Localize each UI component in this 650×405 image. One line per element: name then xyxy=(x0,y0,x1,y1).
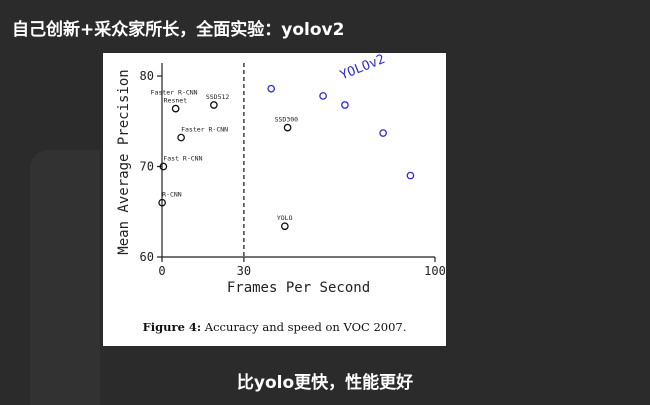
y-tick-label: 80 xyxy=(140,69,154,83)
yolov2-point xyxy=(319,92,327,100)
x-tick-label: 0 xyxy=(158,264,165,278)
yolov2-point xyxy=(379,129,387,137)
point-label: Faster R-CNN xyxy=(151,89,198,97)
caption-label: Figure 4: xyxy=(142,320,202,334)
y-tick-label: 60 xyxy=(140,250,154,264)
point-label: SSD300 xyxy=(275,116,299,124)
point-label: Faster R-CNN xyxy=(181,126,228,134)
data-point xyxy=(283,123,292,132)
x-tick-label: 100 xyxy=(424,264,446,278)
data-point xyxy=(171,104,180,113)
yolov2-point xyxy=(267,84,276,93)
data-point xyxy=(210,101,218,109)
figure-slide: 60 70 80 0 30 100 Frames Per Second Mean Averag… xyxy=(103,52,446,346)
data-point xyxy=(159,162,168,171)
accuracy-speed-chart: 60 70 80 0 30 100 Frames Per Second Mean Averag… xyxy=(116,52,446,296)
point-label: YOLO xyxy=(277,214,293,222)
data-point xyxy=(177,133,185,142)
y-axis-label: Mean Average Precision xyxy=(116,69,132,254)
background-panel xyxy=(30,150,100,405)
yolov2-point xyxy=(341,101,349,109)
data-point xyxy=(281,222,289,231)
caption-text: Accuracy and speed on VOC 2007. xyxy=(201,320,407,334)
point-label: Fast R-CNN xyxy=(163,155,202,163)
point-label: Resnet xyxy=(164,97,188,105)
x-axis-label: Frames Per Second xyxy=(227,280,370,296)
slide-title: 自己创新+采众家所长，全面实验：yolov2 xyxy=(12,20,345,40)
data-point xyxy=(158,198,166,207)
y-tick-label: 70 xyxy=(140,160,154,174)
figure-caption: Figure 4: Accuracy and speed on VOC 2007… xyxy=(103,320,446,334)
slide-subtitle: 比yolo更快，性能更好 xyxy=(236,373,414,393)
yolov2-point xyxy=(406,171,415,180)
x-tick-label: 30 xyxy=(237,264,251,278)
point-label: SSD512 xyxy=(206,93,230,101)
point-label: R-CNN xyxy=(162,191,182,199)
yolov2-annotation: YOLOv2 xyxy=(338,53,387,83)
